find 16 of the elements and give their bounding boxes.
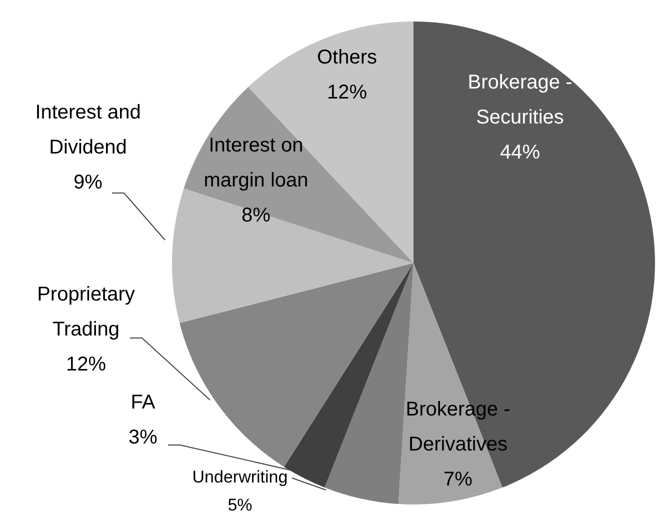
slice-label: Proprietary Trading <box>37 284 135 341</box>
slice-label: Interest on margin loan <box>204 134 308 192</box>
data-label: 7% <box>444 468 473 491</box>
slice-label: Brokerage - Securities <box>468 72 572 129</box>
data-label: 8% <box>242 204 271 227</box>
slice-label: Underwriting <box>192 468 288 487</box>
data-label: 5% <box>228 496 252 515</box>
data-label: 9% <box>74 172 103 194</box>
slice-label: FA <box>130 392 156 414</box>
data-label: 44% <box>500 142 540 164</box>
slice-label: Brokerage - Derivatives <box>406 398 510 456</box>
data-label: 12% <box>66 354 106 376</box>
slice-label: Others <box>316 46 378 69</box>
data-label: 3% <box>128 426 158 449</box>
slice-label: Interest and Dividend <box>35 102 141 159</box>
data-label: 12% <box>326 82 368 104</box>
